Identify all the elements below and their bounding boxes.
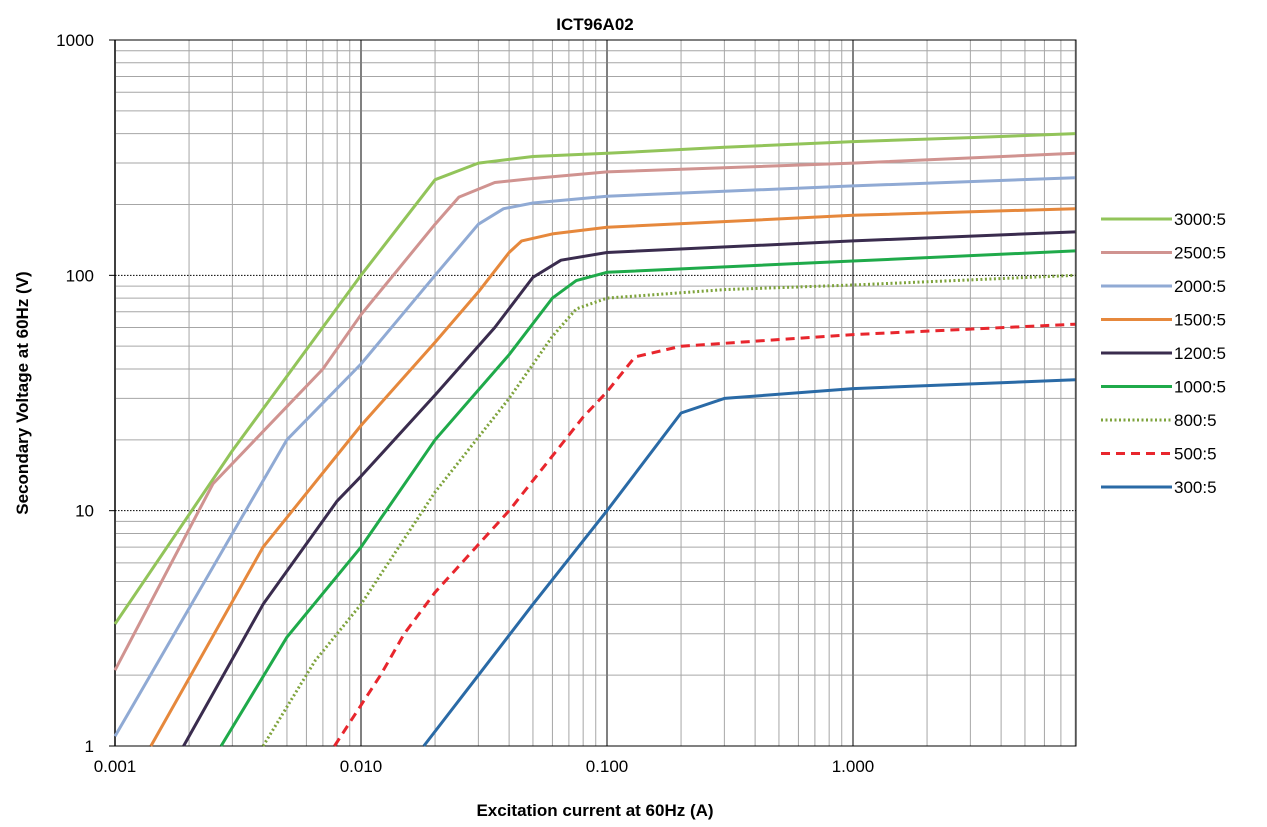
series-line-2500-5 xyxy=(113,151,1076,671)
legend-label: 1500:5 xyxy=(1174,311,1226,330)
series-line-3000-5 xyxy=(113,132,1076,625)
x-axis-ticks: 0.001 0.010 0.100 1.000 xyxy=(94,757,875,776)
series-line-1500-5 xyxy=(149,207,1076,747)
series-line-1200-5 xyxy=(182,230,1076,747)
legend-label: 300:5 xyxy=(1174,478,1217,497)
series-layer xyxy=(113,132,1076,747)
y-tick-label: 10 xyxy=(75,502,94,521)
x-tick-label: 0.001 xyxy=(94,757,137,776)
series-line-1000-5 xyxy=(219,249,1076,747)
legend-label: 1200:5 xyxy=(1174,344,1226,363)
legend-label: 3000:5 xyxy=(1174,210,1226,229)
x-tick-label: 0.100 xyxy=(586,757,629,776)
x-tick-label: 1.000 xyxy=(832,757,875,776)
series-line-2000-5 xyxy=(113,176,1076,738)
legend-label: 500:5 xyxy=(1174,445,1217,464)
y-axis-title: Secondary Voltage at 60Hz (V) xyxy=(13,271,32,514)
legend-label: 2000:5 xyxy=(1174,277,1226,296)
y-tick-label: 100 xyxy=(66,266,94,285)
series-line-300-5 xyxy=(422,378,1076,747)
legend: 3000:5 2500:5 2000:5 1500:5 1200:5 1000:5 800:… xyxy=(1101,210,1226,497)
x-tick-label: 0.010 xyxy=(340,757,383,776)
y-axis-ticks: 1 10 100 1000 xyxy=(56,31,115,756)
chart-title: ICT96A02 xyxy=(556,15,633,34)
y-tick-label: 1 xyxy=(85,737,94,756)
series-line-500-5 xyxy=(333,322,1076,747)
plot-area-frame xyxy=(114,39,1077,747)
legend-label: 2500:5 xyxy=(1174,244,1226,263)
y-tick-label: 1000 xyxy=(56,31,94,50)
legend-label: 800:5 xyxy=(1174,411,1217,430)
legend-label: 1000:5 xyxy=(1174,378,1226,397)
x-axis-title: Excitation current at 60Hz (A) xyxy=(476,801,713,820)
